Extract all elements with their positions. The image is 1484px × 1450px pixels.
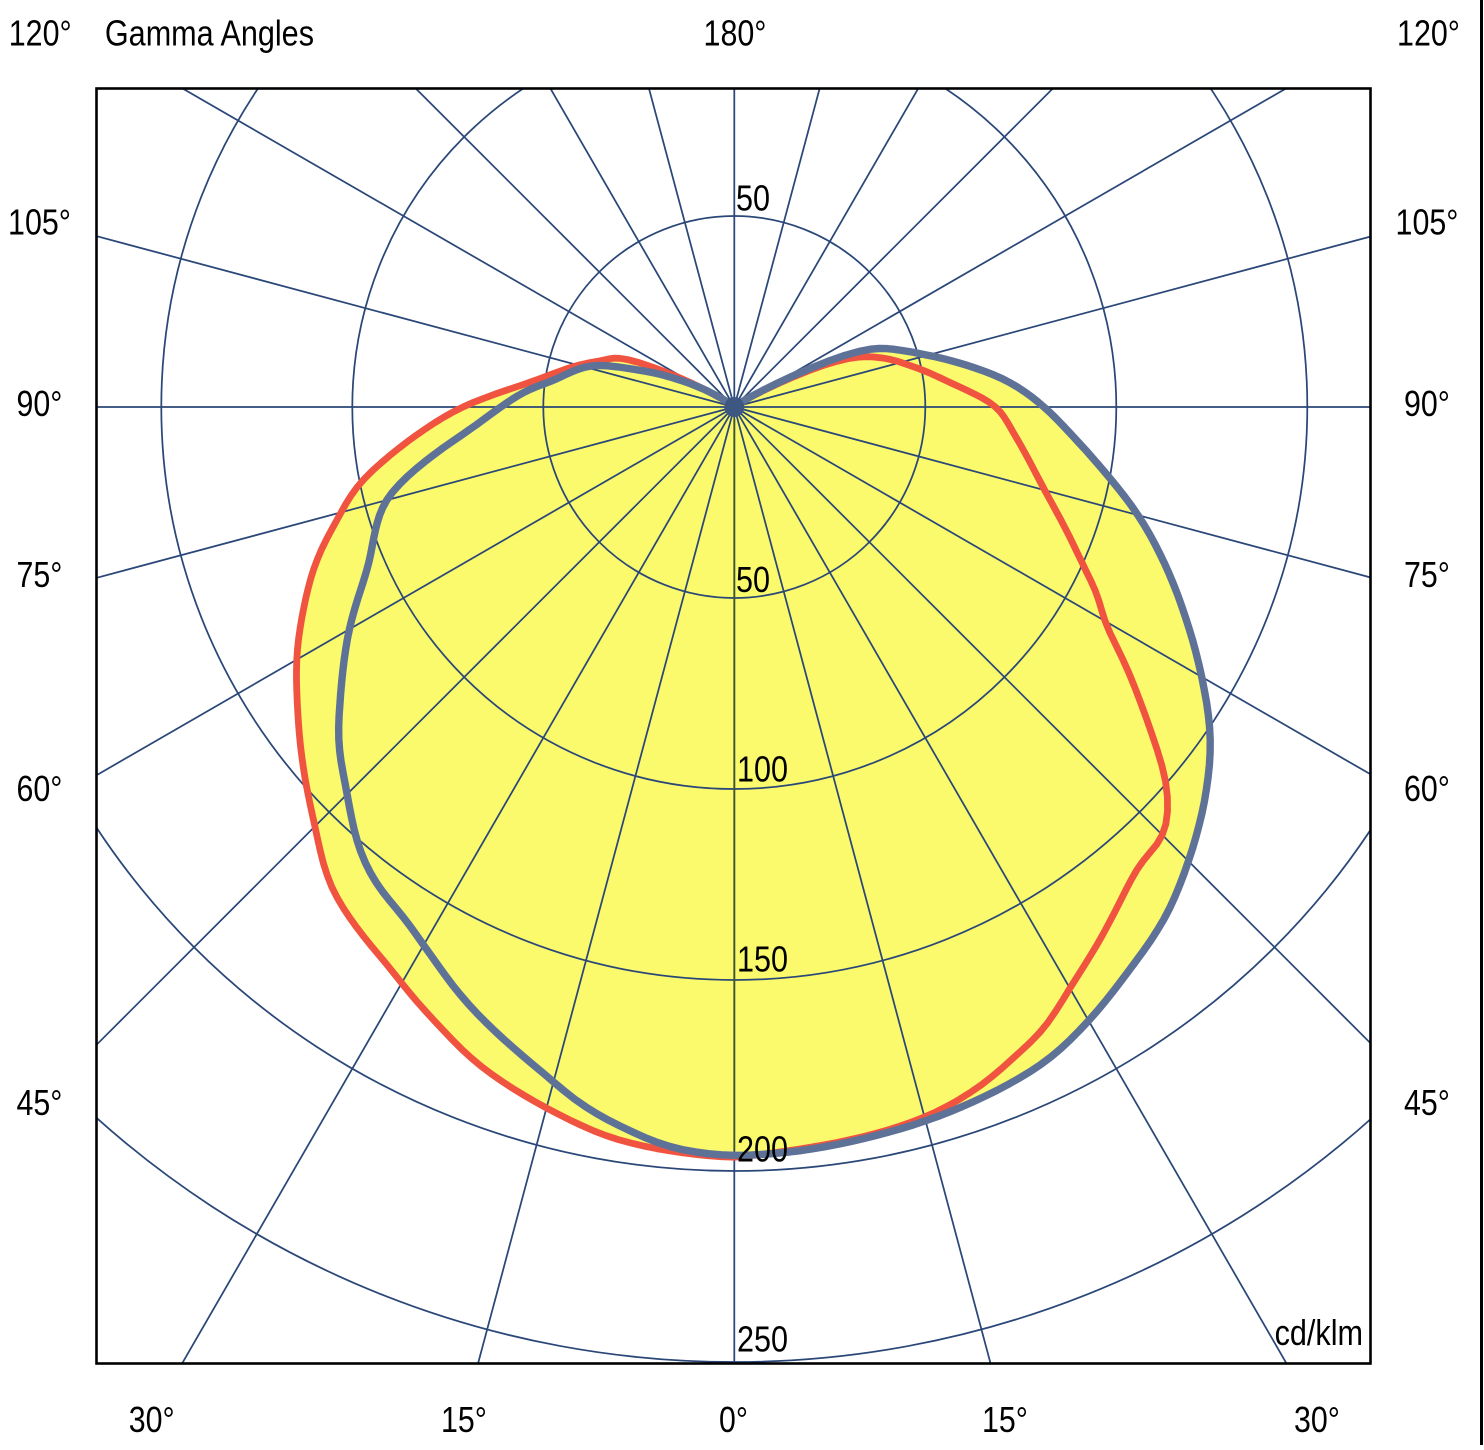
svg-text:60°: 60° xyxy=(17,768,63,809)
svg-text:150: 150 xyxy=(737,938,788,979)
svg-text:90°: 90° xyxy=(17,383,63,424)
svg-text:50: 50 xyxy=(736,178,770,219)
svg-text:75°: 75° xyxy=(1404,554,1450,595)
svg-text:180°: 180° xyxy=(704,13,767,54)
svg-text:45°: 45° xyxy=(17,1082,63,1123)
svg-text:0°: 0° xyxy=(719,1399,748,1440)
svg-text:105°: 105° xyxy=(1396,202,1459,243)
svg-text:30°: 30° xyxy=(1294,1399,1340,1440)
svg-text:105°: 105° xyxy=(8,202,71,243)
svg-text:15°: 15° xyxy=(982,1399,1028,1440)
svg-text:250: 250 xyxy=(737,1318,788,1359)
svg-text:Gamma Angles: Gamma Angles xyxy=(105,13,314,54)
svg-text:90°: 90° xyxy=(1404,383,1450,424)
svg-text:45°: 45° xyxy=(1404,1082,1450,1123)
svg-text:15°: 15° xyxy=(441,1399,487,1440)
svg-text:100: 100 xyxy=(737,748,788,789)
svg-text:120°: 120° xyxy=(1397,13,1460,54)
svg-text:75°: 75° xyxy=(17,554,63,595)
svg-text:50: 50 xyxy=(736,559,770,600)
svg-text:cd/klm: cd/klm xyxy=(1275,1312,1363,1353)
svg-text:30°: 30° xyxy=(129,1399,175,1440)
svg-text:120°: 120° xyxy=(9,13,72,54)
svg-text:200: 200 xyxy=(737,1128,788,1169)
svg-text:60°: 60° xyxy=(1404,768,1450,809)
